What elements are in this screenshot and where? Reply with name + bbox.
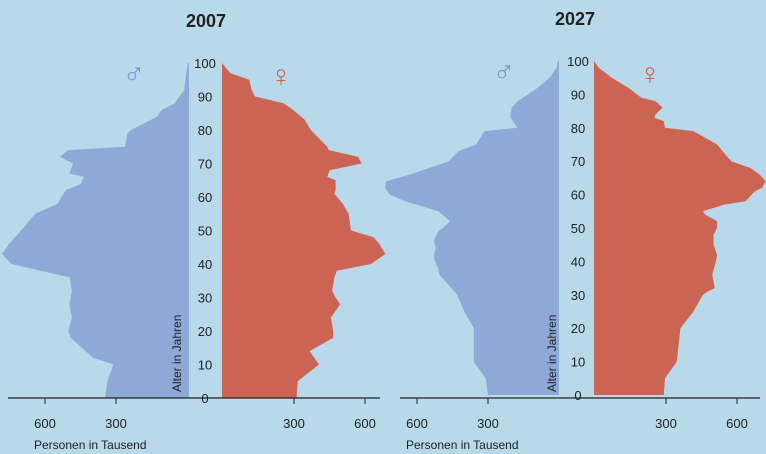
male-population-area	[2, 63, 189, 398]
x-axis-ticks: 600 300 300 600	[406, 398, 748, 431]
y-tick-label: 80	[571, 121, 585, 136]
x-tick-label: 600	[354, 416, 376, 431]
x-tick-label: 300	[655, 416, 677, 431]
y-tick-label: 20	[571, 321, 585, 336]
y-axis: 0 10 20 30 40 50 60 70 80 90 100	[567, 54, 589, 403]
y-tick-label: 60	[571, 188, 585, 203]
y-tick-label: 10	[571, 355, 585, 370]
female-symbol-icon: ♀	[270, 60, 293, 93]
x-tick-label: 600	[406, 416, 428, 431]
y-tick-label: 10	[198, 358, 212, 373]
x-tick-label: 300	[283, 416, 305, 431]
y-tick-label: 100	[567, 54, 589, 69]
y-axis-label: Alter in Jahren	[170, 315, 184, 392]
x-tick-label: 600	[726, 416, 748, 431]
x-tick-label: 300	[105, 416, 127, 431]
y-tick-label: 30	[198, 291, 212, 306]
chart-title: 2007	[186, 11, 226, 31]
x-tick-label: 600	[34, 416, 56, 431]
y-tick-label: 100	[194, 56, 216, 71]
pyramid-2027: 2027 ♂ ♀ 0 10 20 30 40 50 60 70 80 90 100 Alter in…	[385, 9, 766, 452]
y-tick-label: 60	[198, 190, 212, 205]
female-population-area	[594, 61, 766, 395]
x-axis-label: Personen in Tausend	[34, 438, 147, 452]
y-tick-label: 70	[571, 154, 585, 169]
chart-title: 2027	[555, 9, 595, 29]
y-tick-label: 90	[571, 87, 585, 102]
y-axis-label: Alter in Jahren	[545, 315, 559, 392]
female-symbol-icon: ♀	[639, 58, 662, 91]
male-symbol-icon: ♂	[123, 58, 146, 91]
x-tick-label: 300	[477, 416, 499, 431]
female-population-area	[222, 63, 386, 398]
male-symbol-icon: ♂	[493, 56, 516, 89]
y-tick-label: 40	[571, 254, 585, 269]
y-tick-label: 30	[571, 288, 585, 303]
y-tick-label: 90	[198, 90, 212, 105]
y-tick-label: 50	[571, 221, 585, 236]
y-tick-label: 40	[198, 257, 212, 272]
y-tick-label: 50	[198, 224, 212, 239]
y-tick-label: 80	[198, 123, 212, 138]
y-tick-label: 20	[198, 324, 212, 339]
x-axis-ticks: 600 300 300 600	[34, 398, 376, 431]
y-tick-label: 0	[574, 388, 581, 403]
y-tick-label: 70	[198, 157, 212, 172]
x-axis-label: Personen in Tausend	[406, 438, 519, 452]
male-population-area	[385, 61, 559, 395]
